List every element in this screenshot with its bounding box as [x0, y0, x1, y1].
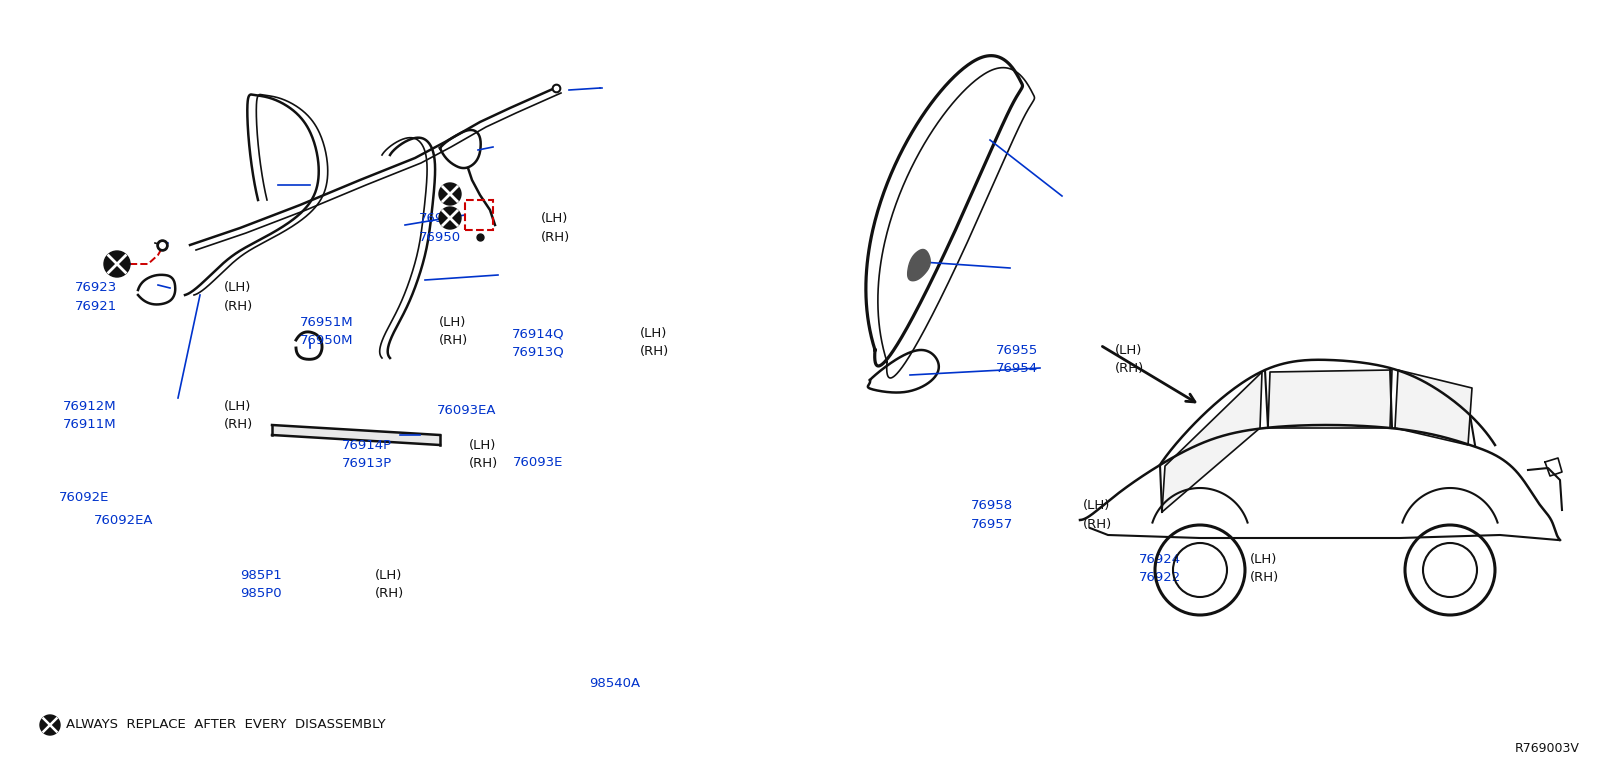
Circle shape — [104, 251, 130, 277]
Text: (RH): (RH) — [541, 231, 570, 243]
Polygon shape — [1395, 370, 1472, 445]
Text: R769003V: R769003V — [1515, 741, 1581, 754]
Text: 76914Q: 76914Q — [512, 327, 565, 340]
Text: 98540A: 98540A — [589, 678, 640, 690]
Text: 76093E: 76093E — [514, 457, 563, 469]
Text: (RH): (RH) — [1083, 518, 1112, 530]
Circle shape — [40, 715, 61, 735]
Text: (RH): (RH) — [374, 588, 403, 600]
Text: 76092EA: 76092EA — [94, 514, 154, 526]
Polygon shape — [907, 249, 930, 281]
Text: 76950M: 76950M — [301, 334, 354, 347]
Text: 76954: 76954 — [997, 363, 1038, 375]
Text: 76951M: 76951M — [299, 316, 354, 328]
Text: (RH): (RH) — [1115, 363, 1144, 375]
Text: 985P1: 985P1 — [240, 569, 282, 581]
Text: 76950: 76950 — [419, 231, 461, 243]
Text: 76923: 76923 — [75, 282, 117, 294]
Text: (LH): (LH) — [438, 316, 466, 328]
Text: (RH): (RH) — [438, 334, 467, 347]
Text: (LH): (LH) — [541, 213, 568, 225]
Text: 76911M: 76911M — [62, 418, 117, 431]
Text: 76093EA: 76093EA — [437, 405, 496, 417]
Text: (LH): (LH) — [374, 569, 402, 581]
Text: (RH): (RH) — [469, 457, 498, 470]
Polygon shape — [1267, 370, 1392, 428]
Text: (RH): (RH) — [1250, 571, 1278, 584]
Text: 76957: 76957 — [971, 518, 1013, 530]
Polygon shape — [272, 425, 440, 445]
Text: 76913P: 76913P — [342, 457, 392, 470]
Text: ALWAYS  REPLACE  AFTER  EVERY  DISASSEMBLY: ALWAYS REPLACE AFTER EVERY DISASSEMBLY — [66, 718, 386, 731]
Circle shape — [438, 183, 461, 205]
Text: (LH): (LH) — [1115, 344, 1142, 356]
Text: (RH): (RH) — [224, 418, 253, 431]
Text: 76913Q: 76913Q — [512, 346, 565, 358]
Text: 76914P: 76914P — [342, 439, 392, 451]
Text: (LH): (LH) — [1250, 553, 1277, 565]
Text: (LH): (LH) — [224, 282, 251, 294]
Text: (RH): (RH) — [224, 300, 253, 312]
Circle shape — [438, 207, 461, 229]
Text: 76921: 76921 — [75, 300, 117, 312]
Text: (LH): (LH) — [224, 401, 251, 413]
Text: 76955: 76955 — [997, 344, 1038, 356]
Text: 76924: 76924 — [1139, 553, 1181, 565]
Text: 76922: 76922 — [1139, 571, 1181, 584]
Text: 985P0: 985P0 — [240, 588, 282, 600]
Text: (RH): (RH) — [640, 346, 669, 358]
Polygon shape — [1162, 372, 1262, 512]
Text: 76912M: 76912M — [62, 401, 117, 413]
Text: (LH): (LH) — [640, 327, 667, 340]
Text: 76958: 76958 — [971, 500, 1013, 512]
Text: 76951: 76951 — [419, 213, 461, 225]
Text: (LH): (LH) — [1083, 500, 1110, 512]
Text: 76092E: 76092E — [59, 491, 109, 503]
Text: (LH): (LH) — [469, 439, 496, 451]
